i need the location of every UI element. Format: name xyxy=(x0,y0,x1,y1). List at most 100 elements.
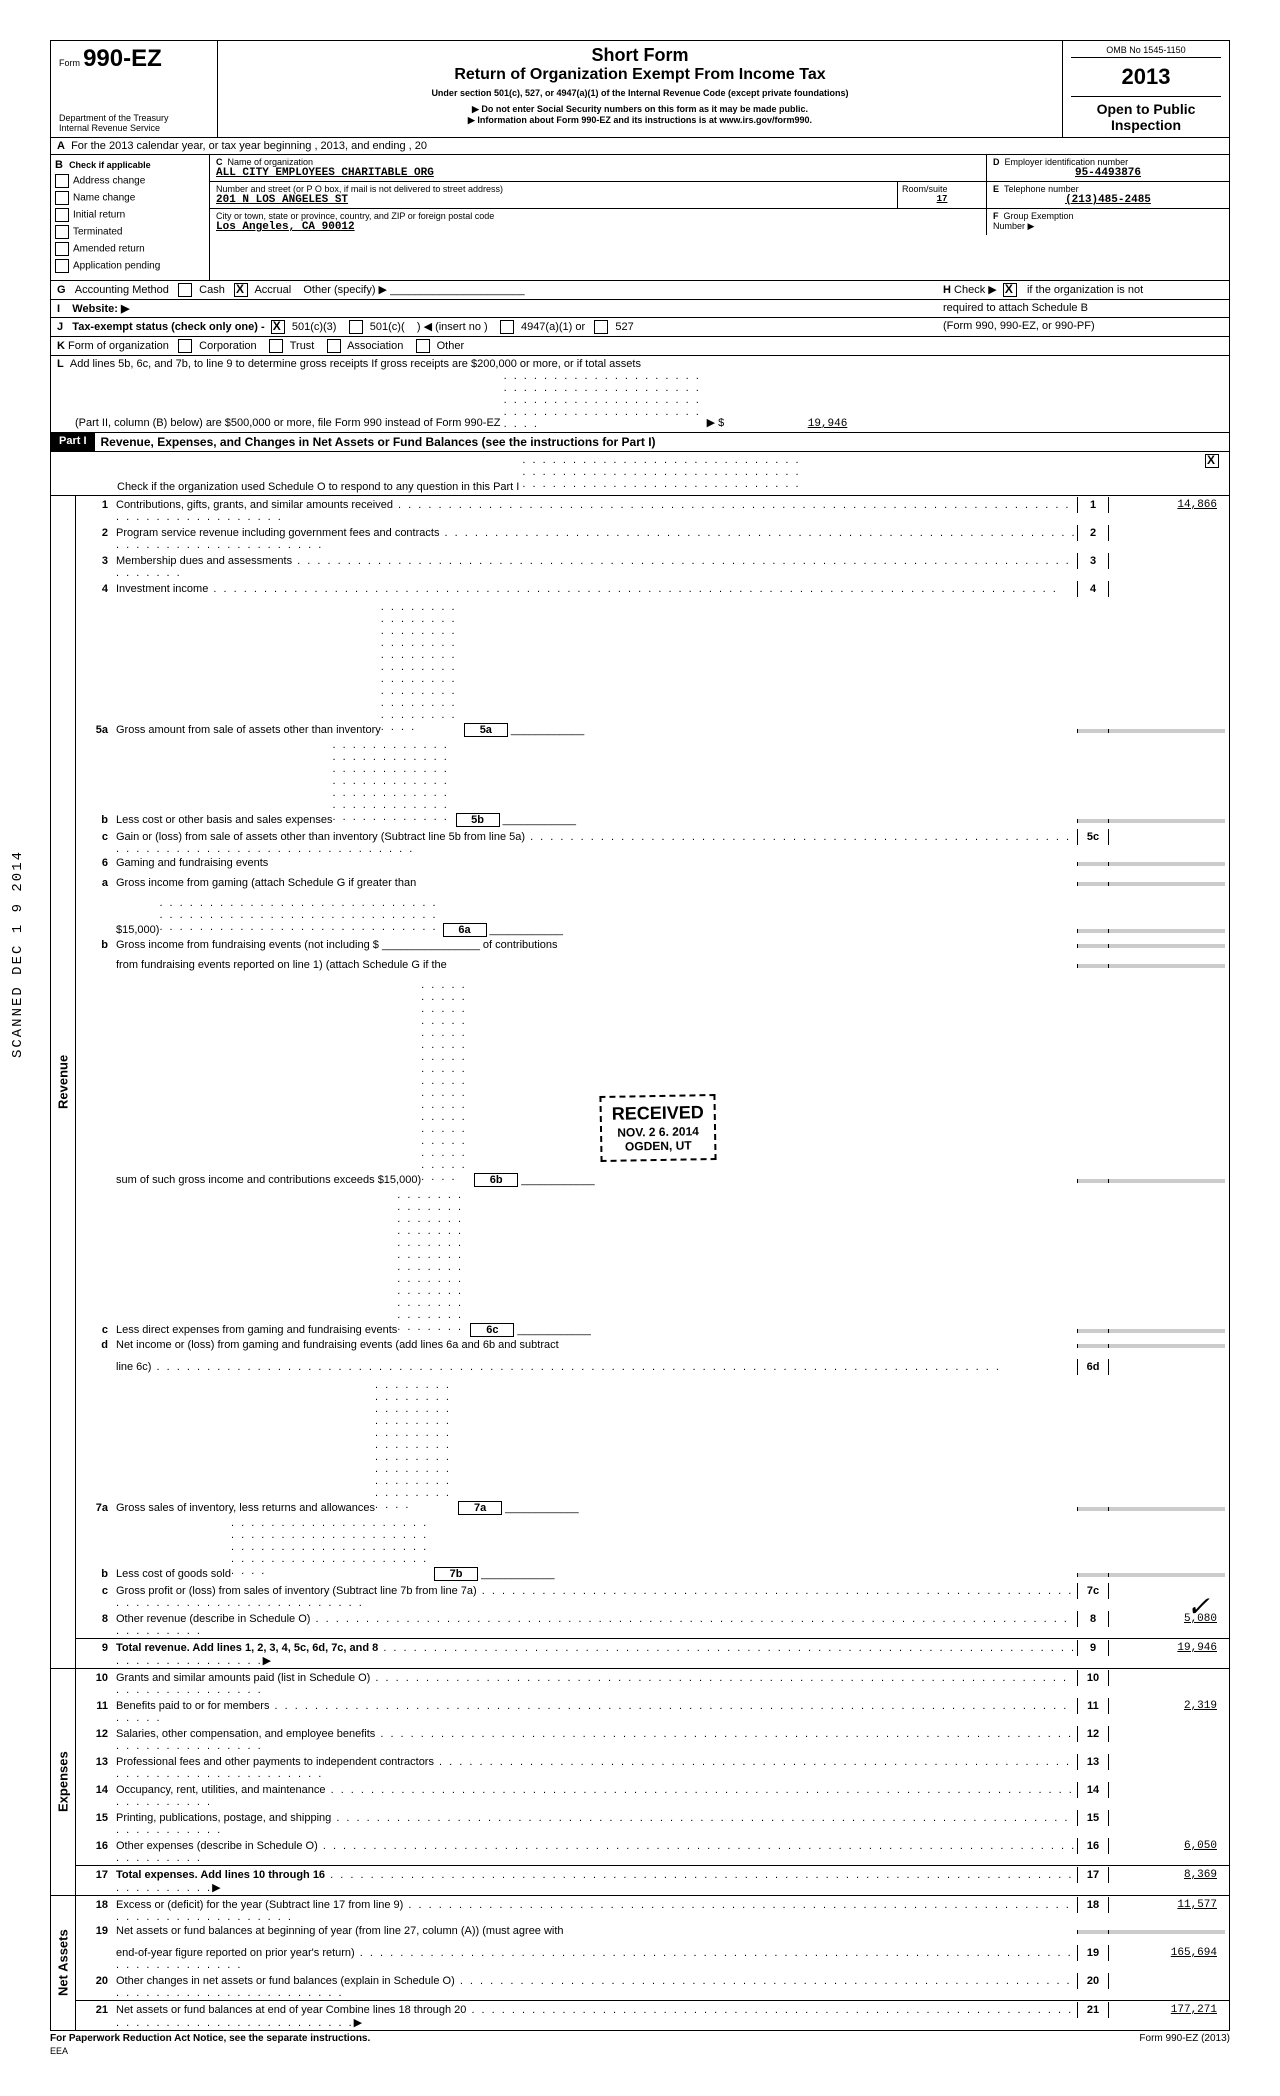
line-9: Total revenue. Add lines 1, 2, 3, 4, 5c,… xyxy=(116,1642,378,1654)
line-7a: Gross sales of inventory, less returns a… xyxy=(116,1502,375,1514)
label-city: City or town, state or province, country… xyxy=(216,211,980,221)
line-5c: Gain or (loss) from sale of assets other… xyxy=(116,831,525,843)
lbl-501c3: 501(c)(3) xyxy=(292,321,337,333)
line-4: Investment income xyxy=(116,583,208,595)
lbl-name: Name change xyxy=(73,193,135,204)
label-group2: Number ▶ xyxy=(993,221,1223,232)
line-10: Grants and similar amounts paid (list in… xyxy=(116,1672,370,1684)
form-info: Information about Form 990-EZ and its in… xyxy=(226,115,1054,126)
lbl-assoc: Association xyxy=(347,340,403,352)
tax-exempt-label: Tax-exempt status (check only one) - xyxy=(72,321,264,333)
chk-501c3[interactable] xyxy=(271,320,285,334)
lbl-pending: Application pending xyxy=(73,261,160,272)
room: 17 xyxy=(902,194,982,204)
chk-527[interactable] xyxy=(594,320,608,334)
line-6b1b: of contributions xyxy=(483,939,558,951)
form-subtitle: Return of Organization Exempt From Incom… xyxy=(226,66,1054,84)
stamp-l1: RECEIVED xyxy=(612,1102,704,1125)
form-word: Form xyxy=(59,58,80,68)
chk-h[interactable] xyxy=(1003,283,1017,297)
footer-right: Form 990-EZ (2013) xyxy=(1139,2033,1230,2044)
row-j: J Tax-exempt status (check only one) - 5… xyxy=(50,318,1230,337)
chk-4947[interactable] xyxy=(500,320,514,334)
part1-check-row: Check if the organization used Schedule … xyxy=(50,452,1230,496)
line-8: Other revenue (describe in Schedule O) xyxy=(116,1613,310,1625)
lbl-trust: Trust xyxy=(290,340,315,352)
chk-cash[interactable] xyxy=(178,283,192,297)
lbl-other-org: Other xyxy=(437,340,465,352)
lbl-address: Address change xyxy=(73,176,145,187)
lbl-4947: 4947(a)(1) or xyxy=(521,321,585,333)
stamp-l3: OGDEN, UT xyxy=(612,1138,704,1154)
label-phone: Telephone number xyxy=(1004,184,1079,194)
chk-accrual[interactable] xyxy=(234,283,248,297)
label-addr: Number and street (or P O box, if mail i… xyxy=(216,184,891,194)
line-15: Printing, publications, postage, and shi… xyxy=(116,1812,331,1824)
line-7b: Less cost of goods sold xyxy=(116,1568,231,1580)
lbl-cash: Cash xyxy=(199,284,225,296)
amt-16: 6,050 xyxy=(1109,1838,1225,1854)
check-list: Address change Name change Initial retur… xyxy=(55,174,205,273)
city: Los Angeles, CA 90012 xyxy=(216,221,980,233)
form-title: Short Form xyxy=(226,45,1054,66)
accounting-method-label: Accounting Method xyxy=(75,284,169,296)
chk-amended[interactable] xyxy=(55,242,69,256)
line-5a: Gross amount from sale of assets other t… xyxy=(116,724,381,736)
chk-scho[interactable] xyxy=(1205,454,1219,468)
part1-label: Part I xyxy=(51,433,95,451)
lbl-terminated: Terminated xyxy=(73,227,122,238)
line-18: Excess or (deficit) for the year (Subtra… xyxy=(116,1899,403,1911)
chk-pending[interactable] xyxy=(55,259,69,273)
line-19a: Net assets or fund balances at beginning… xyxy=(116,1925,1077,1937)
chk-501c[interactable] xyxy=(349,320,363,334)
lbl-amended: Amended return xyxy=(73,244,145,255)
amt-19: 165,694 xyxy=(1109,1945,1225,1961)
line-5b: Less cost or other basis and sales expen… xyxy=(116,814,332,826)
chk-initial[interactable] xyxy=(55,208,69,222)
line-6d2: line 6c) xyxy=(116,1361,151,1373)
label-org-name: Name of organization xyxy=(228,157,314,167)
line-6a1: Gross income from gaming (attach Schedul… xyxy=(116,877,1077,889)
lbl-corp: Corporation xyxy=(199,340,256,352)
signature-mark: ✓ xyxy=(1187,1590,1210,1623)
vert-revenue: Revenue xyxy=(51,496,76,1668)
chk-address[interactable] xyxy=(55,174,69,188)
line-13: Professional fees and other payments to … xyxy=(116,1756,434,1768)
label-room: Room/suite xyxy=(902,184,982,194)
row-l2: (Part II, column (B) below) are $500,000… xyxy=(75,417,501,429)
line-20: Other changes in net assets or fund bala… xyxy=(116,1975,455,1987)
row-l: L Add lines 5b, 6c, and 7b, to line 9 to… xyxy=(50,356,1230,433)
scan-note: SCANNED DEC 1 9 2014 xyxy=(10,850,26,1058)
chk-corp[interactable] xyxy=(178,339,192,353)
netassets-section: Net Assets 18Excess or (deficit) for the… xyxy=(50,1896,1230,2031)
open-public: Open to Public xyxy=(1071,101,1221,117)
line-1: Contributions, gifts, grants, and simila… xyxy=(116,499,393,511)
amt-1: 14,866 xyxy=(1109,497,1225,513)
form-org-label: Form of organization xyxy=(68,340,169,352)
footer-eea: EEA xyxy=(50,2046,1230,2056)
lbl-501c: 501(c)( xyxy=(370,321,405,333)
h-text4: (Form 990, 990-EZ, or 990-PF) xyxy=(943,320,1223,334)
form-header: Form 990-EZ Department of the Treasury I… xyxy=(50,40,1230,138)
amt-9: 19,946 xyxy=(1109,1640,1225,1656)
omb-number: OMB No 1545-1150 xyxy=(1071,45,1221,58)
lbl-other-method: Other (specify) ▶ xyxy=(303,284,387,296)
line-19b: end-of-year figure reported on prior yea… xyxy=(116,1947,355,1959)
chk-other-org[interactable] xyxy=(416,339,430,353)
row-k: K Form of organization Corporation Trust… xyxy=(50,337,1230,356)
chk-name[interactable] xyxy=(55,191,69,205)
line-6d1: Net income or (loss) from gaming and fun… xyxy=(116,1339,1077,1351)
addr: 201 N LOS ANGELES ST xyxy=(216,194,891,206)
check-applicable-label: Check if applicable xyxy=(69,160,151,170)
line-12: Salaries, other compensation, and employ… xyxy=(116,1728,375,1740)
chk-trust[interactable] xyxy=(269,339,283,353)
chk-terminated[interactable] xyxy=(55,225,69,239)
form-desc: Under section 501(c), 527, or 4947(a)(1)… xyxy=(226,88,1054,98)
section-bcd: B Check if applicable Address change Nam… xyxy=(50,155,1230,281)
chk-assoc[interactable] xyxy=(327,339,341,353)
lbl-initial: Initial return xyxy=(73,210,125,221)
row-l1: Add lines 5b, 6c, and 7b, to line 9 to d… xyxy=(70,358,641,370)
row-a: A For the 2013 calendar year, or tax yea… xyxy=(50,138,1230,155)
h-check: Check ▶ xyxy=(954,284,997,296)
tax-year: 2013 xyxy=(1071,58,1221,97)
